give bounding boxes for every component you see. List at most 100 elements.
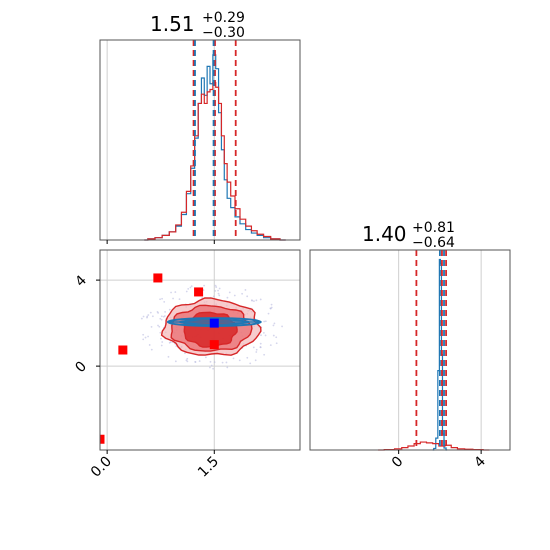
x-title-plus: +0.29	[202, 10, 245, 26]
x-histogram-panel	[99, 39, 301, 244]
sample-point	[170, 291, 172, 294]
y-tick-label-1: 4	[72, 272, 90, 290]
sample-point	[270, 303, 273, 306]
sample-point	[217, 292, 220, 295]
sample-point	[269, 344, 272, 347]
sample-point	[160, 315, 163, 318]
sample-point	[221, 361, 224, 364]
sample-point	[158, 325, 161, 328]
marker-1	[194, 287, 204, 297]
sample-point	[184, 352, 186, 355]
sample-point	[198, 360, 201, 362]
sample-point	[228, 291, 231, 294]
sample-point	[168, 341, 171, 344]
panel-frame	[99, 39, 301, 241]
marker-3	[209, 340, 219, 350]
x-tick-label-0: 0.0	[88, 454, 115, 481]
sample-point	[161, 297, 163, 300]
sample-point	[249, 362, 252, 365]
sample-point	[142, 338, 145, 341]
sample-point	[259, 342, 262, 345]
panel-frame	[99, 249, 301, 451]
sample-point	[269, 307, 272, 310]
sample-point	[167, 355, 170, 358]
sample-point	[189, 286, 192, 289]
sample-point	[259, 298, 262, 301]
sample-point	[259, 346, 262, 349]
sample-point	[225, 361, 228, 364]
sample-point	[226, 296, 229, 299]
sample-point	[272, 334, 275, 337]
sample-point	[178, 298, 181, 301]
sample-point	[252, 346, 255, 349]
sample-point	[238, 359, 241, 362]
sample-point	[159, 317, 162, 320]
sample-point	[142, 333, 145, 336]
sample-point	[215, 286, 218, 288]
sample-point	[272, 324, 275, 327]
sample-point	[159, 298, 162, 301]
sample-point	[194, 360, 197, 363]
sample-point	[185, 290, 188, 293]
sample-point	[140, 317, 143, 320]
x-title-value: 1.51	[150, 12, 195, 36]
sample-point	[187, 288, 190, 290]
sample-point	[255, 348, 258, 351]
sample-point	[150, 348, 153, 351]
sample-point	[203, 284, 206, 287]
sample-point	[190, 285, 193, 288]
sample-point	[251, 299, 253, 302]
red-contour-2	[183, 311, 238, 348]
sample-point	[212, 295, 215, 298]
marker-4	[209, 318, 219, 328]
sample-point	[263, 320, 266, 323]
sample-point	[260, 334, 262, 337]
sample-point	[160, 344, 163, 347]
joint-contour-panel: 0.0 1.5 0 4	[72, 249, 301, 481]
sample-point	[226, 366, 229, 369]
sample-point	[149, 311, 152, 314]
sample-point	[150, 325, 153, 328]
sample-point	[233, 294, 236, 297]
sample-point	[263, 353, 266, 356]
sample-point	[185, 359, 188, 362]
sample-point	[186, 357, 189, 360]
sample-point	[218, 294, 221, 297]
sample-point	[273, 322, 276, 325]
sample-point	[163, 315, 166, 317]
sample-point	[275, 342, 278, 345]
y-title-plus: +0.81	[412, 220, 455, 236]
sample-point	[146, 316, 148, 319]
sample-point	[209, 366, 211, 369]
x-tick-label-1: 1.5	[195, 454, 222, 481]
x-tick-label-1: 4	[471, 453, 489, 471]
sample-point	[241, 292, 244, 295]
sample-point	[147, 335, 149, 338]
y-title-value: 1.40	[362, 222, 407, 246]
sample-point	[205, 356, 207, 359]
sample-point	[213, 361, 216, 364]
sample-point	[210, 364, 213, 367]
sample-point	[164, 311, 167, 313]
x-title-minus: −0.30	[202, 25, 245, 41]
sample-point	[212, 367, 214, 370]
x-tick-label-0: 0	[389, 454, 407, 472]
sample-point	[159, 331, 162, 334]
y-title-minus: −0.64	[412, 235, 455, 251]
sample-point	[254, 359, 257, 362]
sample-point	[264, 334, 267, 337]
sample-point	[275, 336, 278, 339]
marker-0	[153, 273, 163, 283]
sample-point	[217, 289, 219, 292]
sample-point	[161, 341, 164, 343]
sample-point	[209, 360, 212, 363]
sample-point	[172, 297, 174, 300]
sample-point	[156, 310, 159, 313]
sample-point	[163, 300, 166, 303]
y-tick-label-0: 0	[72, 358, 90, 376]
sample-point	[168, 308, 171, 311]
sample-point	[262, 331, 265, 334]
sample-point	[232, 357, 235, 360]
sample-point	[160, 337, 162, 340]
sample-point	[144, 336, 147, 339]
